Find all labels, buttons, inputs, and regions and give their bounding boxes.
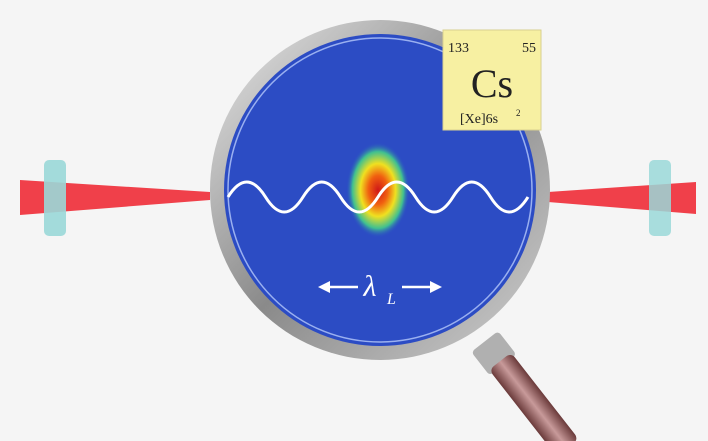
electron-configuration: [Xe]6s — [460, 112, 498, 127]
wavelength-subscript: L — [386, 291, 396, 308]
lens-left — [44, 160, 66, 236]
atom-cloud — [346, 142, 410, 238]
mass-number: 133 — [448, 41, 469, 56]
lens-right — [649, 160, 671, 236]
element-symbol: Cs — [471, 61, 513, 106]
wavelength-symbol: λ — [363, 270, 377, 303]
configuration-exponent: 2 — [516, 108, 521, 118]
atomic-number: 55 — [522, 41, 536, 56]
illustration: λ L 133 55 Cs [Xe]6s 2 — [0, 0, 708, 441]
